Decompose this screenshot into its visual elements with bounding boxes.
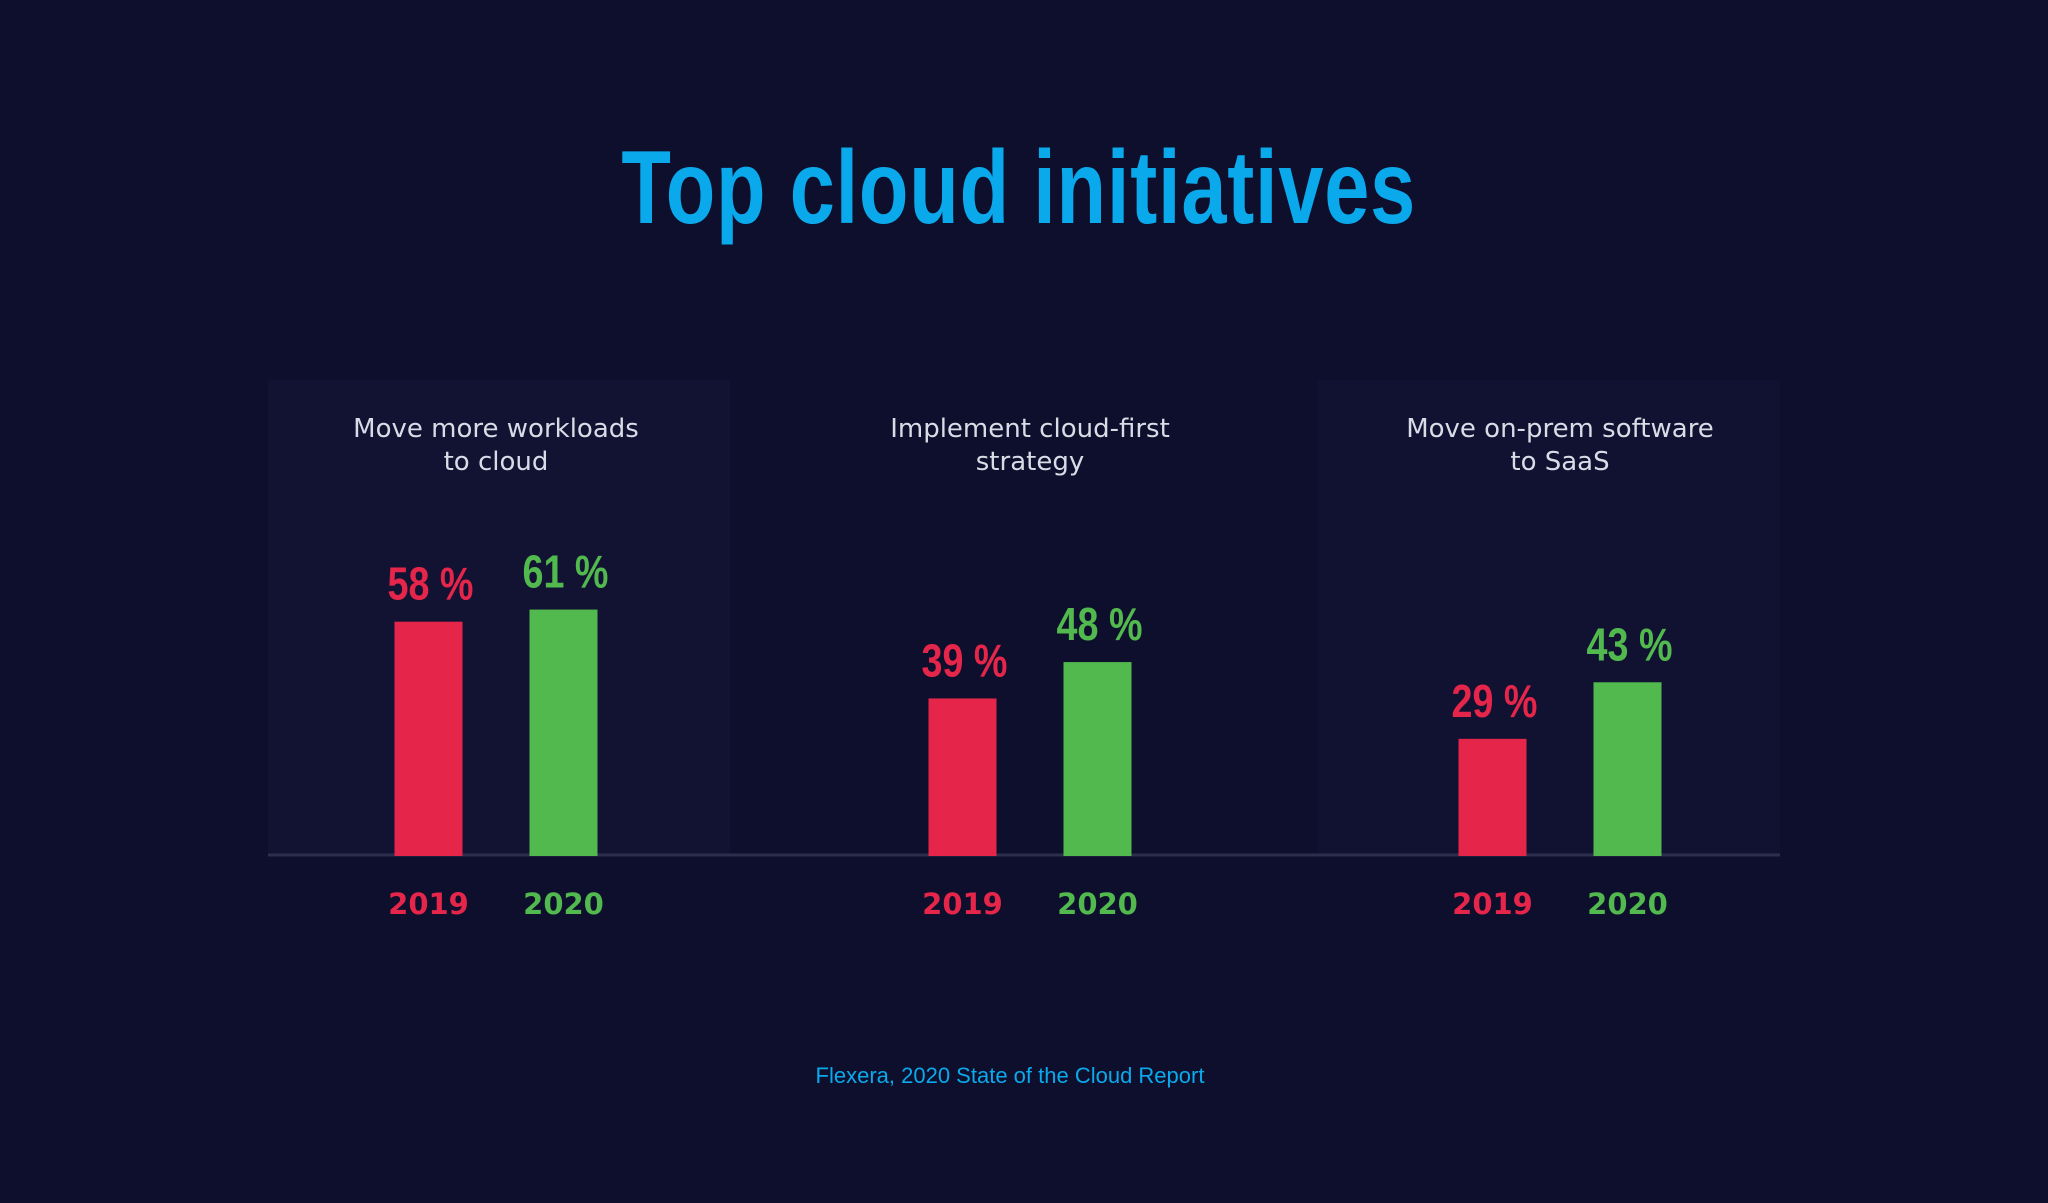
page-title: Top cloud initiatives xyxy=(621,130,1417,246)
bar-2019 xyxy=(928,698,997,856)
value-label: 29 % xyxy=(1452,675,1538,726)
category-label-line: Move on-prem software xyxy=(1406,414,1714,444)
category-label-line: to SaaS xyxy=(1510,447,1609,477)
value-label: 48 % xyxy=(1057,599,1143,650)
bar-2020 xyxy=(529,609,598,856)
bar-group: Implement cloud-first strategy 39 % 2019 48 … xyxy=(890,414,1170,921)
bar-group: Move more workloads to cloud 58 % 2019 61 % 2… xyxy=(353,414,639,921)
source-note: Flexera, 2020 State of the Cloud Report xyxy=(815,1063,1205,1088)
value-label: 61 % xyxy=(523,546,609,597)
year-label: 2020 xyxy=(1057,887,1138,921)
category-label: Move more workloads to cloud xyxy=(353,414,639,477)
bar-2019 xyxy=(1458,738,1527,856)
bar-2020 xyxy=(1593,682,1662,856)
year-label: 2019 xyxy=(922,887,1003,921)
panel-background xyxy=(268,380,730,856)
panel-background xyxy=(1318,380,1780,856)
bar-2019 xyxy=(394,621,463,856)
year-label: 2019 xyxy=(388,887,469,921)
category-label: Move on-prem software to SaaS xyxy=(1406,414,1714,477)
year-label: 2020 xyxy=(1587,887,1668,921)
category-label-line: Move more workloads xyxy=(353,414,639,444)
value-label: 58 % xyxy=(388,558,474,609)
category-label-line: strategy xyxy=(976,447,1084,477)
category-label-line: to cloud xyxy=(444,447,549,477)
category-label-line: Implement cloud-first xyxy=(890,414,1170,444)
bar-2020 xyxy=(1063,662,1132,856)
value-label: 43 % xyxy=(1587,619,1673,670)
value-label: 39 % xyxy=(922,635,1008,686)
bar-group: Move on-prem software to SaaS 29 % 2019 43 %… xyxy=(1406,414,1714,921)
year-label: 2019 xyxy=(1452,887,1533,921)
year-label: 2020 xyxy=(523,887,604,921)
category-label: Implement cloud-first strategy xyxy=(890,414,1170,477)
